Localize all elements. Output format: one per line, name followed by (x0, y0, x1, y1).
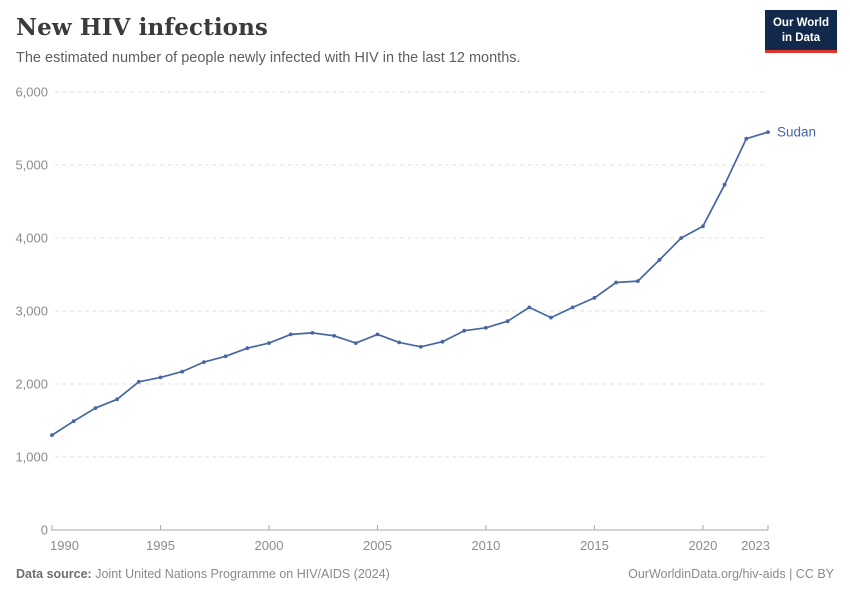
license-link[interactable]: OurWorldinData.org/hiv-aids | CC BY (628, 567, 834, 581)
data-point[interactable] (657, 258, 662, 262)
data-point[interactable] (375, 332, 380, 337)
y-tick-label: 5,000 (15, 158, 48, 173)
data-point[interactable] (397, 340, 402, 345)
x-tick-label: 1990 (50, 538, 79, 553)
x-tick-label: 2015 (580, 538, 609, 553)
data-point[interactable] (310, 331, 315, 335)
data-point[interactable] (635, 279, 640, 283)
data-point[interactable] (332, 333, 336, 338)
y-tick-label: 0 (41, 523, 48, 538)
data-point[interactable] (744, 136, 749, 141)
data-source-text: Joint United Nations Programme on HIV/AI… (95, 567, 390, 581)
data-point[interactable] (549, 315, 553, 320)
x-tick-label: 2023 (741, 538, 770, 553)
data-point[interactable] (722, 182, 727, 187)
page-title: New HIV infections (16, 14, 268, 41)
chart-footer: Data source: Joint United Nations Progra… (16, 567, 834, 581)
data-point[interactable] (570, 305, 575, 310)
data-point[interactable] (353, 341, 358, 345)
data-point[interactable] (701, 224, 705, 229)
x-tick-label: 2020 (688, 538, 717, 553)
y-tick-label: 4,000 (15, 231, 48, 246)
data-point[interactable] (93, 406, 98, 410)
y-tick-label: 2,000 (15, 377, 48, 392)
chart-header: New HIV infections The estimated number … (0, 0, 850, 66)
data-point[interactable] (245, 346, 250, 351)
y-tick-label: 6,000 (15, 85, 48, 100)
chart-subtitle: The estimated number of people newly inf… (16, 50, 521, 66)
y-tick-label: 3,000 (15, 304, 48, 319)
data-point[interactable] (592, 296, 597, 300)
data-point[interactable] (223, 354, 228, 359)
data-point[interactable] (462, 328, 467, 333)
data-point[interactable] (136, 379, 141, 384)
data-point[interactable] (71, 419, 76, 424)
data-point[interactable] (527, 305, 532, 310)
x-tick-label: 2000 (255, 538, 284, 553)
data-point[interactable] (50, 433, 54, 437)
data-point[interactable] (505, 319, 510, 324)
data-point[interactable] (440, 339, 445, 344)
data-source-label: Data source: (16, 567, 92, 581)
data-point[interactable] (679, 236, 684, 240)
x-tick-label: 2005 (363, 538, 392, 553)
data-point[interactable] (288, 332, 293, 337)
data-point[interactable] (484, 325, 488, 330)
data-point[interactable] (614, 280, 618, 285)
data-line[interactable] (51, 131, 769, 436)
data-point[interactable] (180, 369, 185, 374)
x-tick-label: 1995 (146, 538, 175, 553)
owid-logo-line2: in Data (781, 31, 821, 44)
data-point[interactable] (115, 397, 119, 402)
series-label[interactable]: Sudan (777, 125, 816, 140)
data-source: Data source: Joint United Nations Progra… (16, 567, 390, 581)
data-point[interactable] (766, 130, 770, 135)
data-point[interactable] (267, 341, 271, 345)
data-point[interactable] (418, 344, 423, 349)
y-tick-label: 1,000 (15, 450, 48, 465)
owid-logo-line1: Our World (772, 17, 829, 29)
x-tick-label: 2010 (471, 538, 500, 553)
data-point[interactable] (202, 360, 206, 364)
data-point[interactable] (158, 375, 163, 380)
owid-logo[interactable]: Our World in Data (764, 10, 837, 53)
